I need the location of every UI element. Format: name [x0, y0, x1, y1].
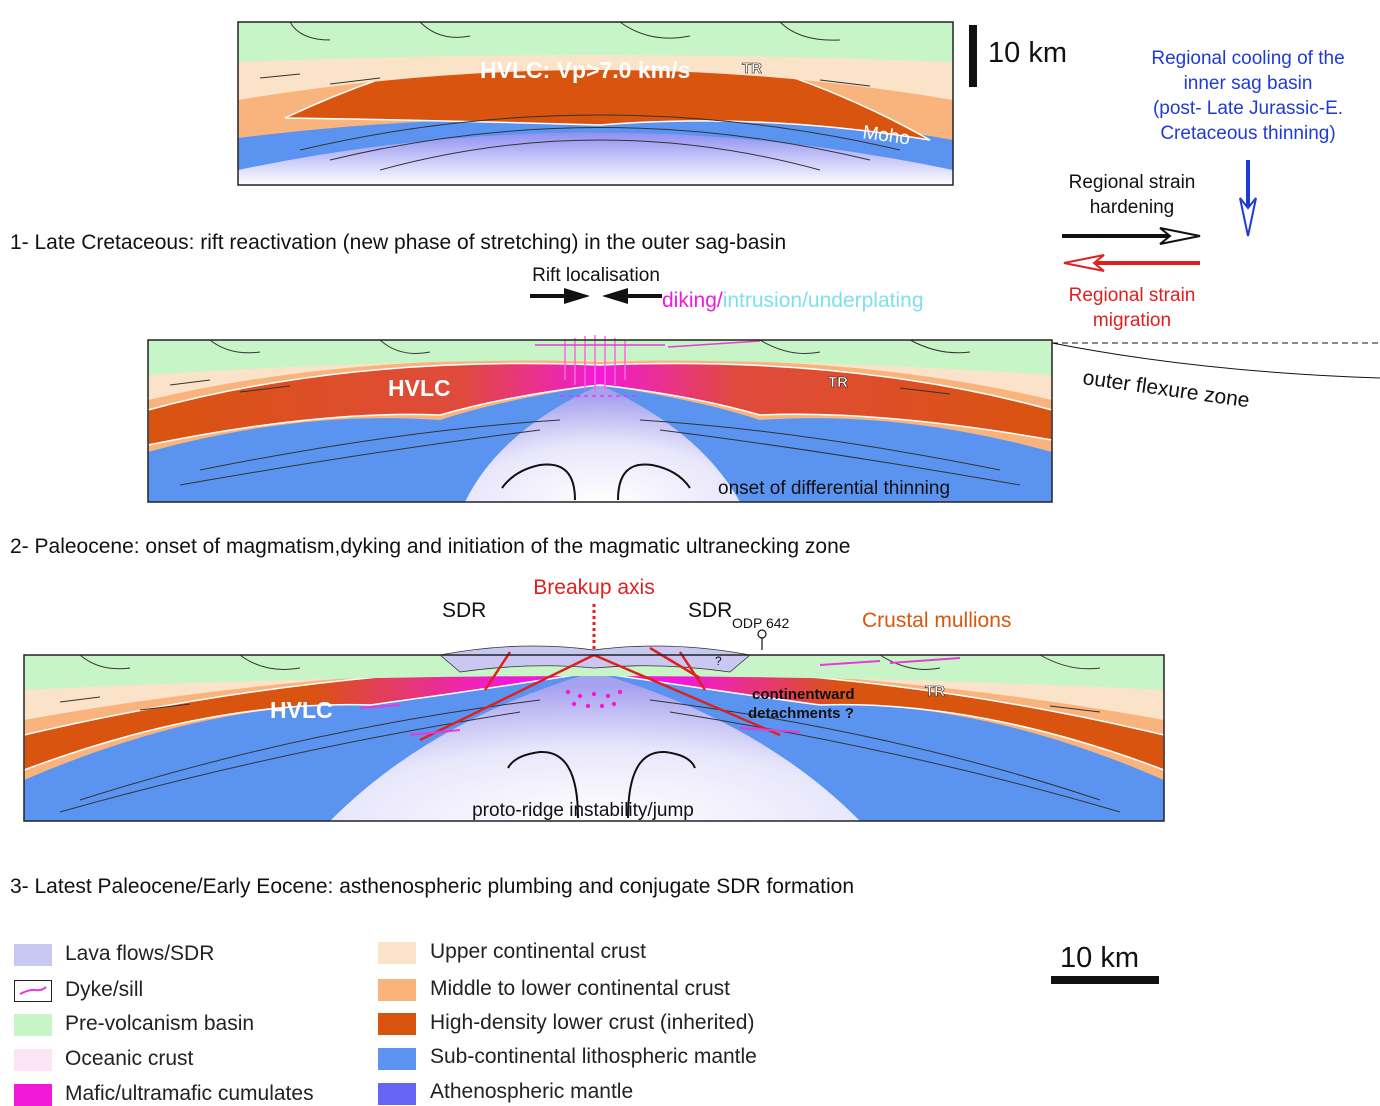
stage2-tr-label: TR	[925, 683, 945, 700]
breakup-axis-label: Breakup axis	[533, 576, 654, 599]
panel-stage1-section: HVLC TR onset of differential thinning	[147, 335, 1053, 503]
panel0-tr-label: TR	[742, 60, 762, 77]
top-scale-bar	[969, 25, 977, 87]
legend-swatch-oceanic-crust	[14, 1049, 52, 1071]
stage2-frame	[23, 654, 1165, 822]
sdr-right-label: SDR	[688, 599, 732, 622]
stage2-basin	[24, 655, 1164, 690]
legend-label-middle-crust: Middle to lower continental crust	[430, 977, 730, 1000]
stage1-hvlc	[147, 362, 1053, 446]
stage1-dyke-swarm	[535, 335, 761, 397]
legend-label-upper-crust: Upper continental crust	[430, 940, 646, 963]
stage2-asthenosphere	[330, 672, 860, 821]
panel0-basin	[238, 22, 953, 62]
legend-swatch-lava-flows	[14, 944, 52, 966]
panel-initial-section: HVLC: Vp>7.0 km/s TR Moho	[237, 21, 954, 186]
legend-label-scl-mantle: Sub-continental lithospheric mantle	[430, 1045, 757, 1068]
migration-note-line2: migration	[1093, 310, 1171, 331]
cooling-note-line1: Regional cooling of the	[1151, 48, 1344, 69]
panel0-fault-lines	[259, 21, 901, 171]
panel0-asthenosphere	[238, 132, 953, 185]
cooling-note-line2: inner sag basin	[1184, 73, 1313, 94]
proto-ridge-label: proto-ridge instability/jump	[472, 800, 694, 821]
legend-label-hvlc: High-density lower crust (inherited)	[430, 1011, 755, 1034]
legend-swatch-asthenosphere	[378, 1083, 416, 1105]
panel0-hvlc-label: HVLC: Vp>7.0 km/s	[480, 57, 690, 83]
rift-localisation-label: Rift localisation	[532, 265, 660, 286]
right-annotations: Regional cooling of the inner sag basin …	[1051, 48, 1380, 412]
rift-localisation-arrows-icon	[530, 288, 662, 304]
bottom-scale-label: 10 km	[1060, 942, 1139, 974]
differential-thinning-label: onset of differential thinning	[718, 478, 950, 499]
odp-drill-site-icon	[757, 629, 767, 650]
outer-flexure-label: outer flexure zone	[1081, 366, 1251, 412]
panel-stage2-section: HVLC TR continentward detachments ? ? pr…	[23, 645, 1165, 822]
hardening-note-line2: hardening	[1090, 197, 1175, 218]
stage1-hvlc-label: HVLC	[388, 375, 451, 401]
sdr-left-label: SDR	[442, 599, 486, 622]
detachments-label-line2: detachments ?	[748, 705, 854, 722]
dyke-line-icon	[19, 986, 47, 995]
crustal-mullions-label: Crustal mullions	[862, 609, 1011, 632]
stage1-convection-right-arrow-icon	[617, 463, 691, 501]
cooling-note-line4: Cretaceous thinning)	[1160, 123, 1335, 144]
migration-left-arrow-icon	[1063, 254, 1200, 272]
migration-note-line1: Regional strain	[1069, 285, 1196, 306]
hardening-note-line1: Regional strain	[1069, 172, 1196, 193]
stage2-hvlc-label: HVLC	[270, 697, 333, 723]
bottom-scale-bar	[1051, 976, 1159, 984]
stage1-structural-lines	[169, 339, 1021, 486]
outer-flexure-curve	[1051, 342, 1380, 379]
legend-swatch-upper-crust	[378, 942, 416, 964]
legend-swatch-scl-mantle	[378, 1048, 416, 1070]
diking-label: diking/intrusion/underplating	[662, 289, 924, 312]
stage2-detachment-faults	[419, 646, 781, 742]
stage2-dykes-sills	[359, 657, 961, 736]
cooling-down-arrow-icon	[1239, 160, 1257, 237]
legend-label-asthenosphere: Athenospheric mantle	[430, 1080, 634, 1103]
legend-swatch-middle-crust	[378, 979, 416, 1001]
legend-swatch-dyke-sill	[14, 980, 52, 1002]
stage1-caption: 1- Late Cretaceous: rift reactivation (n…	[10, 231, 786, 254]
panel0-frame	[237, 21, 954, 186]
stage1-convection-left-arrow-icon	[501, 463, 576, 501]
hardening-right-arrow-icon	[1062, 227, 1201, 245]
legend-swatch-hvlc	[378, 1013, 416, 1035]
legend-label-lava-flows: Lava flows/SDR	[65, 942, 215, 965]
legend-label-dyke-sill: Dyke/sill	[65, 978, 144, 1001]
legend-label-oceanic-crust: Oceanic crust	[65, 1047, 194, 1070]
odp-site-label: ODP 642	[732, 615, 790, 631]
legend-label-cumulates: Mafic/ultramafic cumulates	[65, 1082, 314, 1105]
stage1-middle-crust	[148, 340, 1052, 452]
top-scale-label: 10 km	[988, 37, 1067, 69]
stage1-basin	[148, 340, 1052, 375]
stage1-frame	[147, 339, 1053, 503]
stage2-convection-left-arrow-icon	[507, 750, 579, 819]
stage2-convection-right-arrow-icon	[627, 750, 696, 819]
stage3-caption: 3- Latest Paleocene/Early Eocene: asthen…	[10, 875, 854, 898]
stage2-cumulate-dots	[565, 689, 623, 709]
legend-swatch-cumulates	[14, 1084, 52, 1106]
cooling-note-line3: (post- Late Jurassic-E.	[1153, 98, 1343, 119]
stage1-tr-label: TR	[828, 374, 848, 391]
detachments-label-line1: continentward	[752, 686, 855, 703]
stage2-question-mark: ?	[715, 654, 722, 668]
stage2-caption: 2- Paleocene: onset of magmatism,dyking …	[10, 535, 850, 558]
legend-label-pre-volcanism-basin: Pre-volcanism basin	[65, 1012, 255, 1035]
legend-swatch-pre-volcanism-basin	[14, 1014, 52, 1036]
stage1-asthenosphere	[465, 385, 740, 502]
stage2-sdr-wedges	[439, 645, 751, 673]
